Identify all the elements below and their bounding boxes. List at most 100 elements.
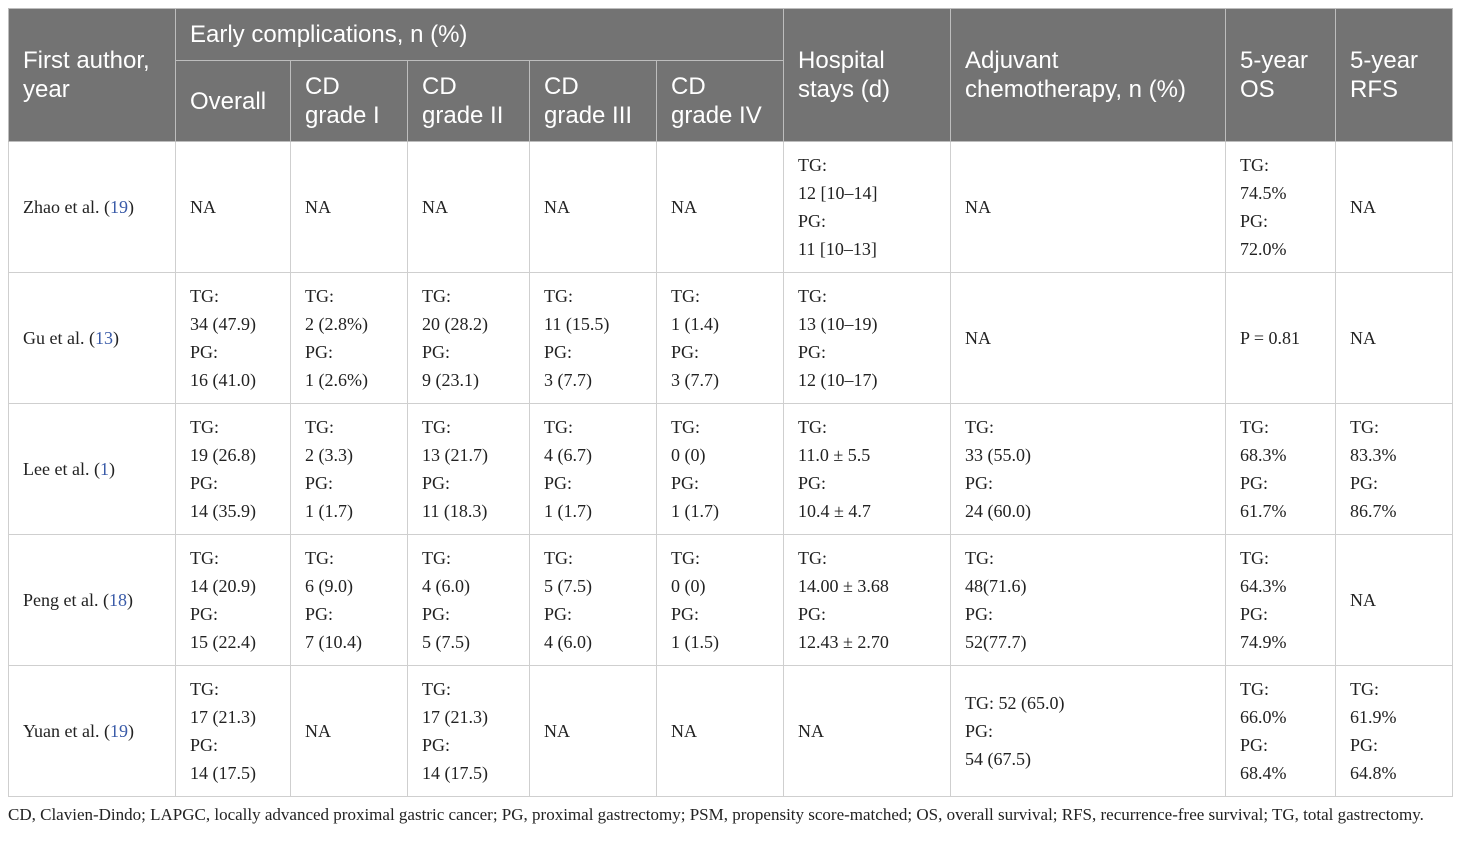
cell-line: PG: — [305, 604, 334, 624]
cell-line: 1 (1.4) — [671, 314, 719, 334]
data-cell: TG: 2 (3.3) PG: 1 (1.7) — [290, 403, 408, 535]
reference-link[interactable]: 19 — [109, 721, 128, 741]
data-cell: TG: 83.3% PG: 86.7% — [1335, 403, 1454, 535]
header-cell: Adjuvant chemotherapy, n (%) — [950, 8, 1227, 142]
cell-line: TG: — [422, 548, 451, 568]
data-cell: TG: 34 (47.9) PG: 16 (41.0) — [175, 272, 291, 404]
data-cell: NA — [290, 141, 408, 273]
cell-line: PG: — [1350, 473, 1379, 493]
data-cell: NA — [175, 141, 291, 273]
cell-line: 64.3% — [1240, 576, 1287, 596]
data-cell: TG: 6 (9.0) PG: 7 (10.4) — [290, 534, 408, 666]
cell-line: TG: — [190, 417, 219, 437]
data-cell: TG: 52 (65.0) PG: 54 (67.5) — [950, 665, 1227, 797]
cell-line: 34 (47.9) — [190, 314, 256, 334]
cell-line: PG: — [798, 473, 827, 493]
data-cell: NA — [529, 665, 657, 797]
reference-link[interactable]: 13 — [94, 328, 113, 348]
cell-line: TG: — [305, 548, 334, 568]
cell-line: NA — [965, 197, 992, 217]
cell-line: PG: — [305, 473, 334, 493]
data-cell: NA — [783, 665, 952, 797]
table-row: Zhao et al. (19) NA NA NA NA NA TG: 12 [10–14] P… — [8, 141, 1454, 273]
subheader-cell: CD grade IV — [655, 60, 785, 142]
data-cell: NA — [655, 665, 785, 797]
cell-line: 1 (1.7) — [305, 501, 353, 521]
reference-link[interactable]: 18 — [108, 590, 127, 610]
data-cell: TG: 64.3% PG: 74.9% — [1225, 534, 1337, 666]
cell-line: 1 (1.7) — [544, 501, 592, 521]
data-cell: NA — [655, 141, 785, 273]
cell-line: NA — [671, 197, 697, 217]
data-cell: TG: 19 (26.8) PG: 14 (35.9) — [175, 403, 291, 535]
data-cell: NA — [1335, 534, 1454, 666]
cell-line: 14 (20.9) — [190, 576, 256, 596]
cell-line: PG: — [544, 604, 573, 624]
cell-line: TG: — [1240, 155, 1270, 175]
cell-line: 2 (2.8%) — [305, 314, 368, 334]
cell-line: PG: — [1350, 735, 1379, 755]
cell-line: NA — [1350, 590, 1377, 610]
cell-line: 68.4% — [1240, 763, 1287, 783]
cell-line: NA — [1350, 197, 1377, 217]
data-cell: NA — [950, 141, 1227, 273]
data-cell: TG: 4 (6.0) PG: 5 (7.5) — [407, 534, 530, 666]
cell-line: TG: — [798, 286, 828, 306]
cell-line: NA — [305, 197, 331, 217]
cell-line: 14 (17.5) — [422, 763, 488, 783]
cell-line: NA — [422, 197, 448, 217]
cell-line: TG: — [671, 417, 700, 437]
data-cell: TG: 33 (55.0) PG: 24 (60.0) — [950, 403, 1227, 535]
table-row: Gu et al. (13) TG: 34 (47.9) PG: 16 (41.0) TG… — [8, 272, 1454, 404]
cell-line: 2 (3.3) — [305, 445, 353, 465]
cell-line: TG: — [190, 286, 219, 306]
data-cell: P = 0.81 — [1225, 272, 1337, 404]
data-cell: TG: 12 [10–14] PG: 11 [10–13] — [783, 141, 952, 273]
cell-line: PG: — [544, 473, 573, 493]
data-cell: TG: 0 (0) PG: 1 (1.7) — [655, 403, 785, 535]
data-cell: TG: 68.3% PG: 61.7% — [1225, 403, 1337, 535]
table-row: Lee et al. (1) TG: 19 (26.8) PG: 14 (35.9) TG… — [8, 403, 1454, 535]
cell-line: PG: — [422, 735, 451, 755]
cell-line: NA — [305, 721, 331, 741]
cell-line: PG: — [1240, 211, 1269, 231]
cell-line: 4 (6.0) — [422, 576, 470, 596]
cell-line: 17 (21.3) — [190, 707, 256, 727]
cell-line: 3 (7.7) — [671, 370, 719, 390]
cell-line: 11.0 ± 5.5 — [798, 445, 871, 465]
cell-line: TG: — [965, 417, 995, 437]
cell-line: PG: — [1240, 735, 1269, 755]
data-cell: TG: 14.00 ± 3.68 PG: 12.43 ± 2.70 — [783, 534, 952, 666]
data-cell: TG: 11.0 ± 5.5 PG: 10.4 ± 4.7 — [783, 403, 952, 535]
cell-line: 1 (2.6%) — [305, 370, 368, 390]
header-cell: 5-year OS — [1225, 8, 1337, 142]
cell-line: 4 (6.0) — [544, 632, 592, 652]
cell-line: 14 (35.9) — [190, 501, 256, 521]
data-cell: NA — [950, 272, 1227, 404]
footnote: CD, Clavien-Dindo; LAPGC, locally advanc… — [8, 805, 1424, 824]
cell-line: TG: — [1240, 548, 1270, 568]
reference-link[interactable]: 1 — [99, 459, 109, 479]
data-cell: TG: 4 (6.7) PG: 1 (1.7) — [529, 403, 657, 535]
cell-line: 0 (0) — [671, 445, 706, 465]
cell-line: TG: — [544, 548, 573, 568]
cell-line: TG: — [422, 417, 451, 437]
cell-line: NA — [671, 721, 697, 741]
header-cell: 5-year RFS — [1335, 8, 1454, 142]
cell-line: 14 (17.5) — [190, 763, 256, 783]
cell-line: PG: — [965, 721, 994, 741]
data-cell: TG: 66.0% PG: 68.4% — [1225, 665, 1337, 797]
cell-line: TG: — [1240, 679, 1270, 699]
data-cell: TG: 13 (21.7) PG: 11 (18.3) — [407, 403, 530, 535]
cell-line: 5 (7.5) — [422, 632, 470, 652]
data-cell: NA — [1335, 141, 1454, 273]
data-cell: TG: 17 (21.3) PG: 14 (17.5) — [175, 665, 291, 797]
cell-line: PG: — [965, 604, 994, 624]
reference-link[interactable]: 19 — [109, 197, 128, 217]
data-cell: TG: 17 (21.3) PG: 14 (17.5) — [407, 665, 530, 797]
cell-line: NA — [965, 328, 992, 348]
cell-line: 16 (41.0) — [190, 370, 256, 390]
cell-line: 13 (10–19) — [798, 314, 878, 334]
cell-line: TG: — [190, 548, 219, 568]
data-cell: TG: 20 (28.2) PG: 9 (23.1) — [407, 272, 530, 404]
